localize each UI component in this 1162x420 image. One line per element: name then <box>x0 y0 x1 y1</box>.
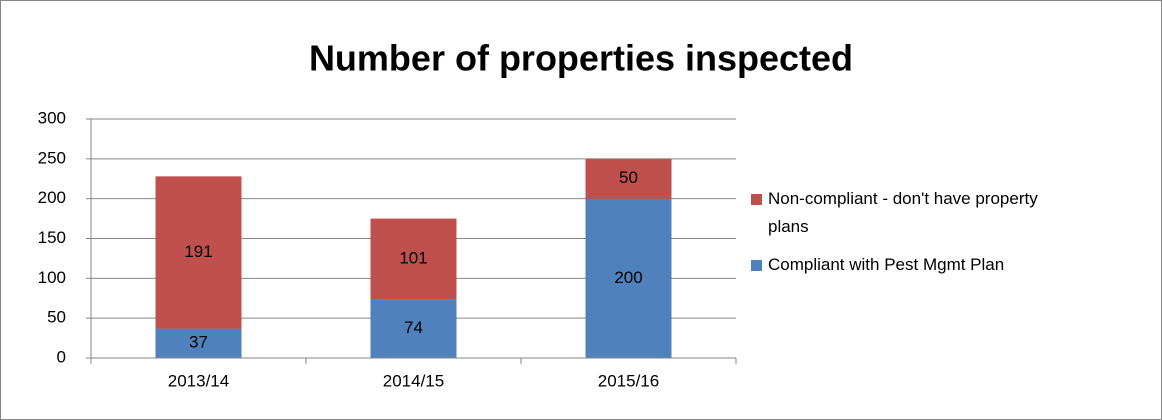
data-label: 37 <box>189 333 208 352</box>
y-tick-label: 100 <box>38 268 66 287</box>
data-label: 191 <box>184 242 212 261</box>
data-label: 200 <box>614 268 642 287</box>
y-tick-label: 200 <box>38 188 66 207</box>
bar-segment <box>155 176 242 329</box>
data-label: 50 <box>619 168 638 187</box>
y-tick-label: 150 <box>38 228 66 247</box>
chart-title: Number of properties inspected <box>309 38 853 79</box>
legend-swatch <box>751 194 762 205</box>
legend: Non-compliant - don't have property plan… <box>751 189 1058 293</box>
data-label: 74 <box>404 318 423 337</box>
x-tick-label: 2014/15 <box>383 371 444 390</box>
x-tick-label: 2015/16 <box>598 371 659 390</box>
y-tick-label: 0 <box>57 347 66 366</box>
bar-segment <box>585 158 672 199</box>
bar-segment <box>370 299 457 358</box>
bar-segment <box>155 328 242 358</box>
legend-swatch <box>751 260 762 271</box>
x-tick-label: 2013/14 <box>168 371 229 390</box>
legend-label: Non-compliant - don't have property plan… <box>768 189 1038 236</box>
legend-item: Compliant with Pest Mgmt Plan <box>751 255 1058 279</box>
data-label: 101 <box>399 248 427 267</box>
legend-label: Compliant with Pest Mgmt Plan <box>768 255 1005 274</box>
bar-segment <box>585 198 672 358</box>
y-tick-label: 50 <box>47 308 66 327</box>
y-tick-label: 300 <box>38 108 66 127</box>
legend-item: Non-compliant - don't have property plan… <box>751 189 1058 241</box>
y-tick-label: 250 <box>38 148 66 167</box>
bar-segment <box>370 218 457 300</box>
